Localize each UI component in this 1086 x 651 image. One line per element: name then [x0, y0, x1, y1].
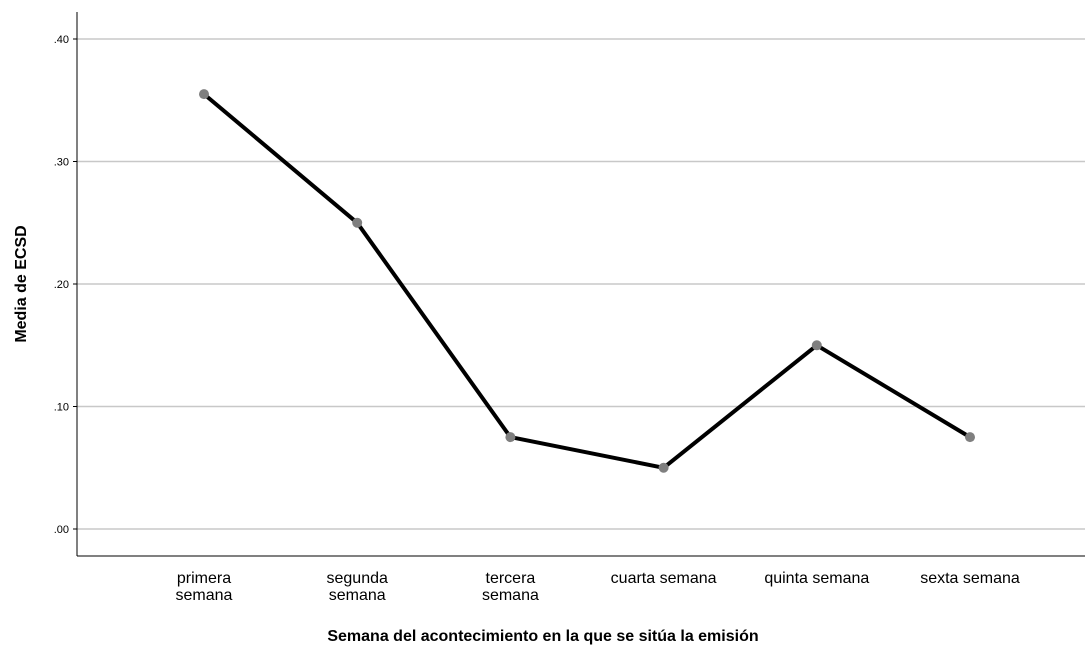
y-tick-label: .40	[54, 34, 69, 46]
y-axis-title: Media de ECSD	[13, 225, 30, 342]
x-tick-label: quinta semana	[764, 570, 869, 587]
x-tick-label: primera semana	[176, 570, 233, 604]
data-point	[965, 432, 975, 443]
y-tick-label: .20	[54, 279, 69, 291]
data-point	[352, 217, 363, 228]
x-tick-label: segunda semana	[327, 570, 388, 604]
y-tick-labels: .00 .10 .20 .30 .40	[54, 34, 77, 536]
data-point	[505, 432, 516, 443]
x-tick-label: tercera semana	[482, 570, 539, 604]
y-tick-label: .30	[54, 157, 69, 169]
data-point	[811, 340, 822, 351]
data-point	[199, 89, 209, 100]
y-tick-label: .10	[54, 402, 69, 414]
y-tick-label: .00	[54, 524, 69, 536]
data-points	[199, 89, 975, 473]
x-tick-labels: primera semana segunda semana tercera semana c…	[176, 570, 1020, 604]
x-axis-title: Semana del acontecimiento en la que se s…	[327, 628, 758, 645]
data-point	[658, 462, 669, 473]
x-tick-label: sexta semana	[920, 570, 1020, 587]
series-line	[202, 92, 972, 470]
x-tick-label: cuarta semana	[611, 570, 717, 587]
